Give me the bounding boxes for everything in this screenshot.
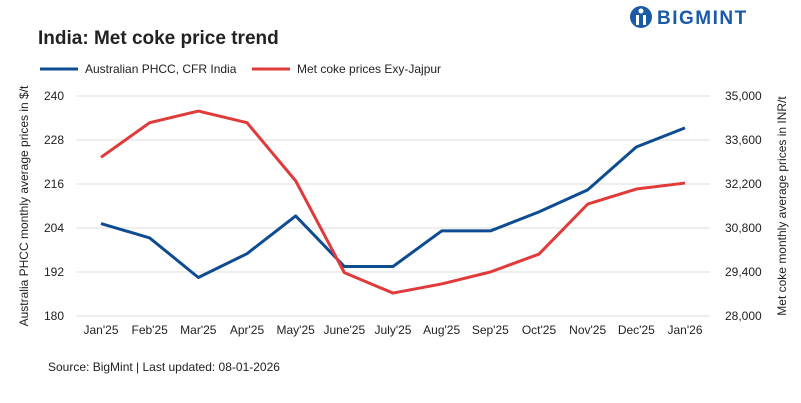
y-tick-label: 216 (44, 177, 64, 191)
x-tick-label: May'25 (277, 323, 316, 337)
y-tick-label: 204 (44, 221, 64, 235)
logo: BIGMINT (657, 8, 748, 29)
x-tick-label: June'25 (323, 323, 365, 337)
y2-tick-label: 30,800 (725, 221, 762, 235)
x-tick-label: Aug'25 (423, 323, 460, 337)
y2-tick-label: 35,000 (725, 89, 762, 103)
y2-tick-label: 28,000 (725, 309, 762, 323)
x-tick-label: Feb'25 (132, 323, 169, 337)
logo-icon (630, 6, 652, 28)
x-tick-label: Apr'25 (230, 323, 265, 337)
x-tick-label: Nov'25 (569, 323, 606, 337)
x-tick-label: Oct'25 (522, 323, 557, 337)
chart-title: India: Met coke price trend (38, 28, 279, 49)
source: Source: BigMint | Last updated: 08-01-20… (48, 360, 280, 374)
y-axis-label: Australia PHCC monthly average prices in… (17, 85, 31, 326)
y-tick-label: 240 (44, 89, 64, 103)
line-series (100, 126, 686, 279)
x-tick-label: Mar'25 (180, 323, 217, 337)
x-tick-label: Jan'26 (668, 323, 703, 337)
y-tick-label: 192 (44, 265, 64, 279)
x-tick-label: July'25 (375, 323, 412, 337)
x-tick-label: Jan'25 (84, 323, 119, 337)
y-tick-label: 228 (44, 133, 64, 147)
y-tick-label: 180 (44, 309, 64, 323)
y2-tick-label: 32,200 (725, 177, 762, 191)
x-tick-label: Dec'25 (618, 323, 655, 337)
y2-tick-label: 29,400 (725, 265, 762, 279)
y2-tick-label: 33,600 (725, 133, 762, 147)
y2-axis-label: Met coke monthly average prices in INR/t (775, 96, 789, 316)
line-series (100, 109, 686, 295)
legend-label: Australian PHCC, CFR India (85, 62, 237, 76)
legend-label: Met coke prices Exy-Jajpur (297, 62, 441, 76)
x-tick-label: Sep'25 (472, 323, 509, 337)
